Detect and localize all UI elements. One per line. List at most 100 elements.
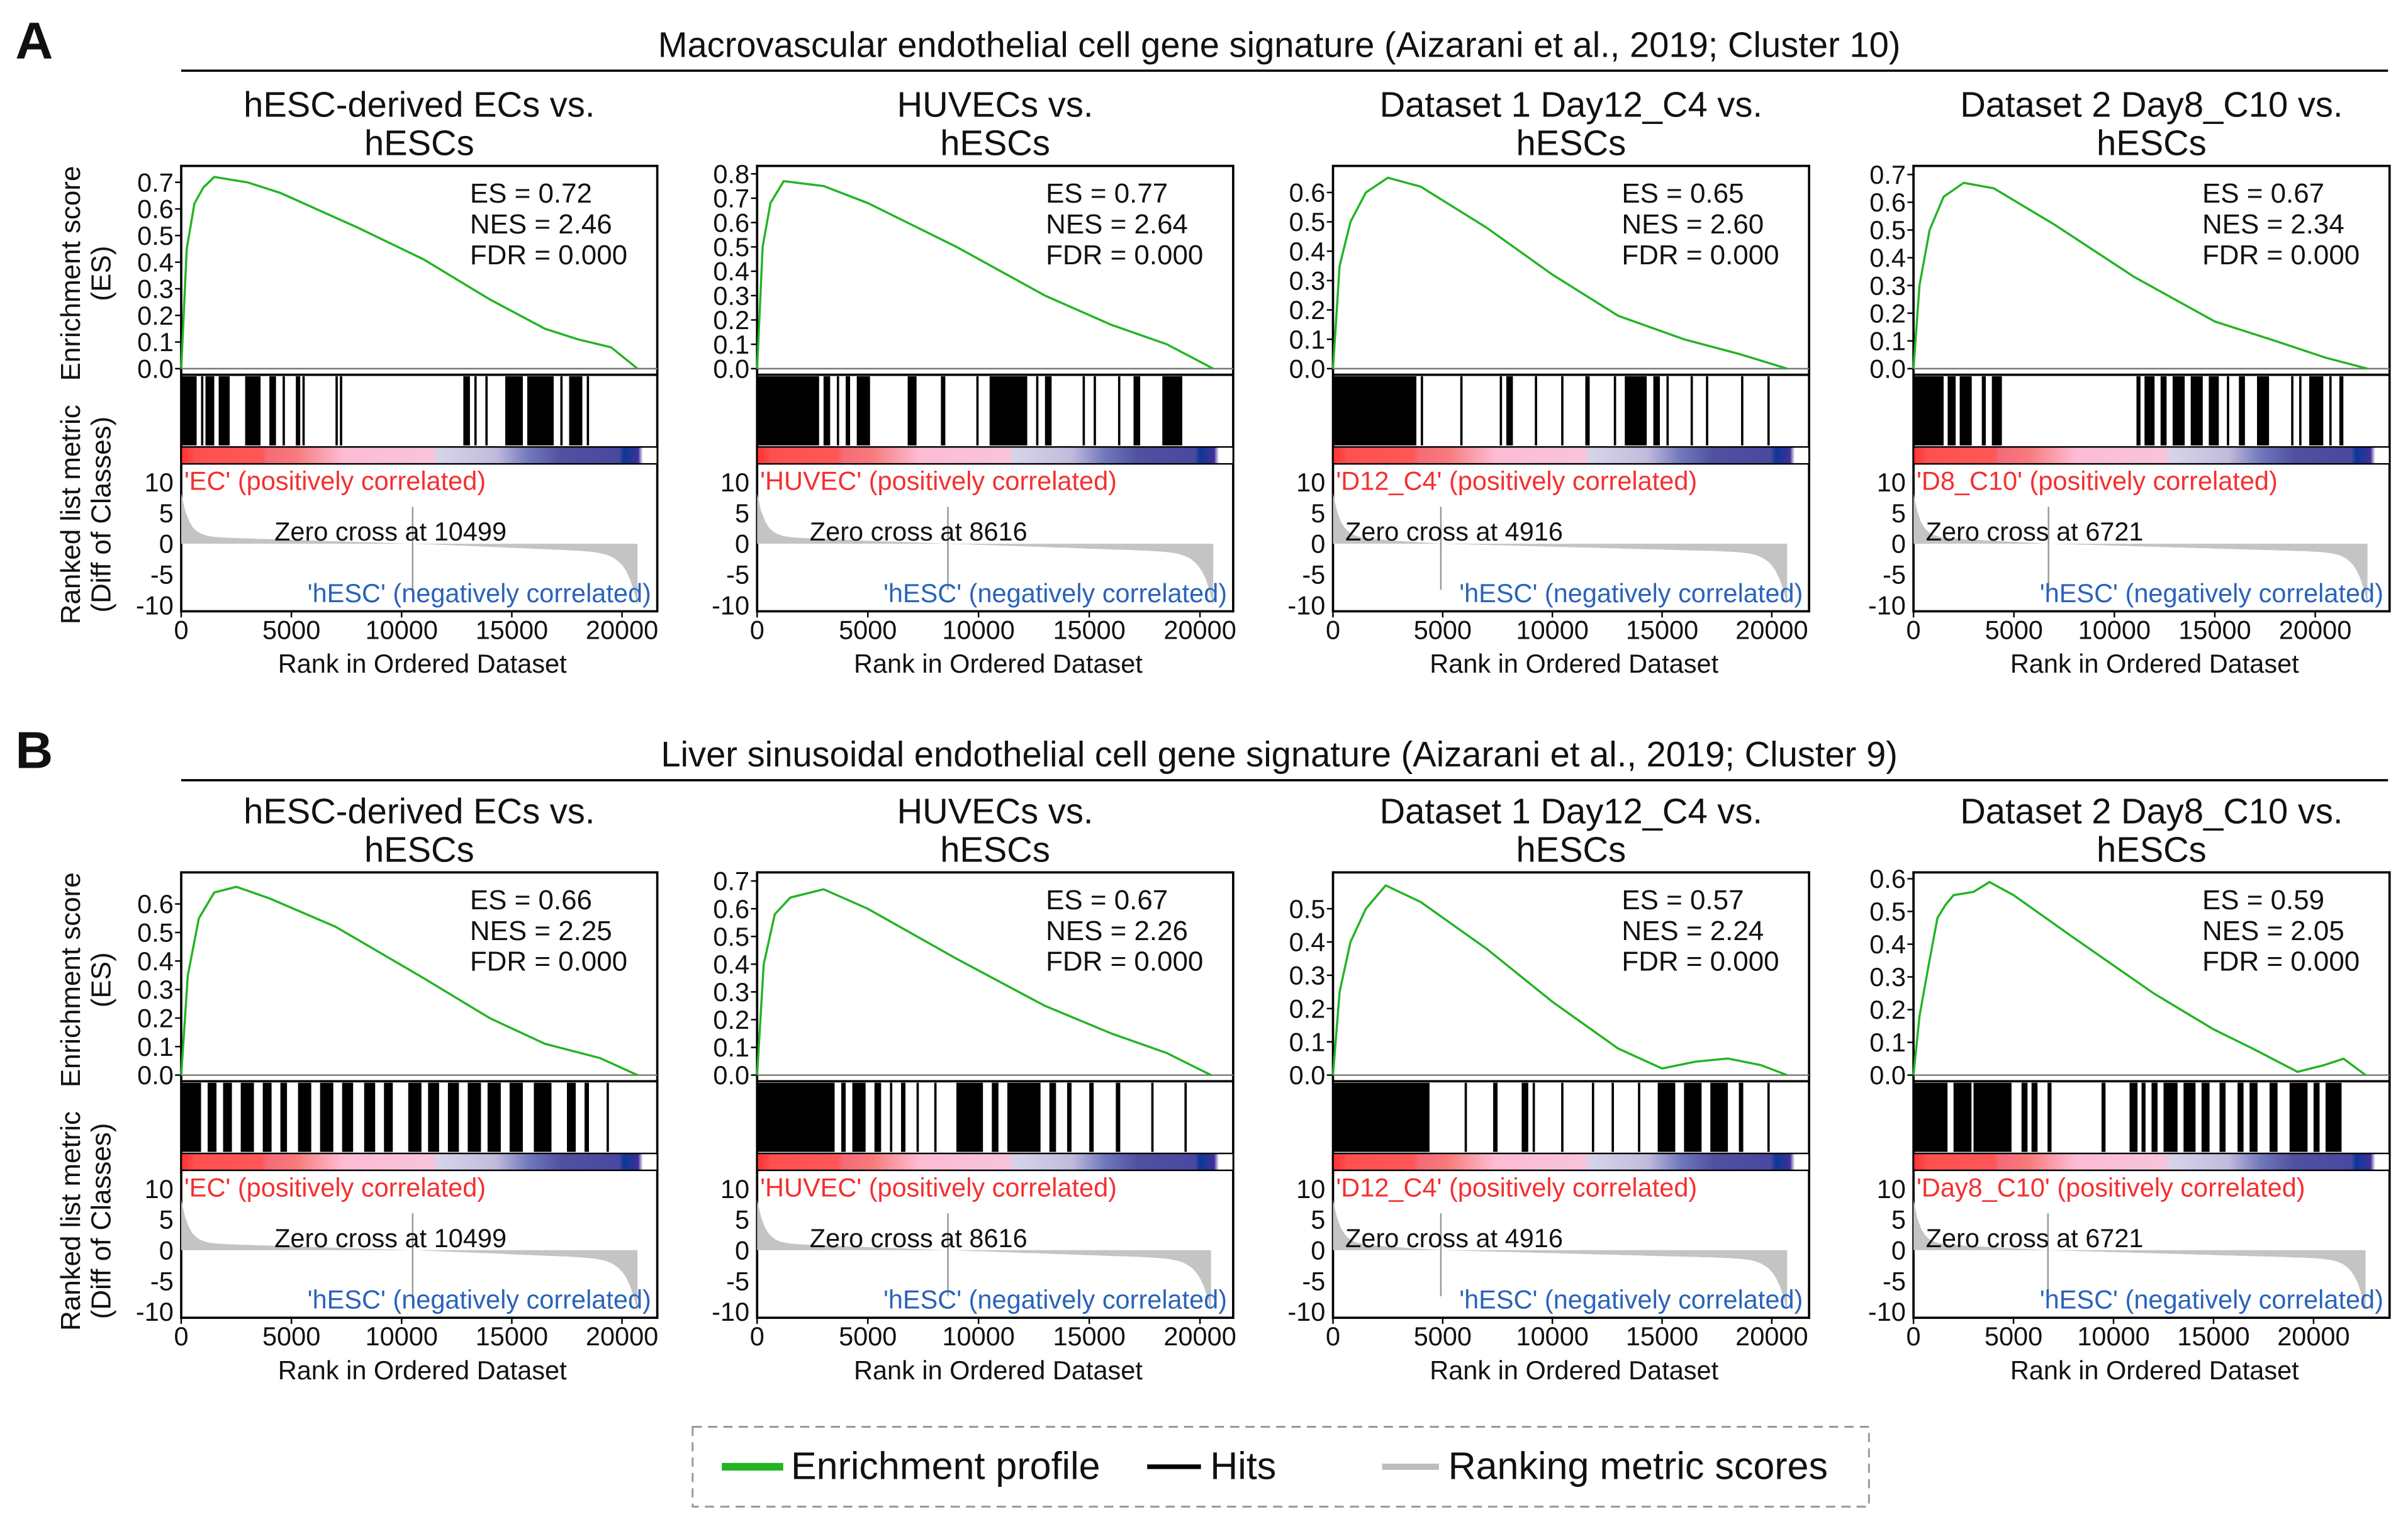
rank-tick-label: 10: [1877, 468, 1906, 497]
zero-cross-space: [2078, 517, 2086, 546]
hit-bar: [1690, 376, 1693, 446]
zero-cross-space: [1498, 517, 1505, 546]
x-tick-label: 15000: [2177, 1321, 2249, 1351]
zero-cross-space: [427, 517, 434, 546]
hit-bar: [428, 1082, 439, 1152]
zero-cross-prefix: Zero cross at: [1345, 517, 1498, 546]
x-tick-label: 5000: [1985, 1321, 2042, 1351]
hit-bar: [916, 1082, 919, 1152]
enrichment-profile-line: [1912, 880, 2366, 1076]
hit-bar: [2289, 1082, 2308, 1152]
hit-bar: [2136, 376, 2141, 446]
hit-bar: [585, 1082, 590, 1152]
legend-enrichment-label: Enrichment profile: [791, 1444, 1100, 1487]
y-tick-label: 0.5: [1869, 215, 1906, 245]
hit-bar: [468, 1082, 481, 1152]
x-tick-label: 15000: [2178, 615, 2251, 644]
x-axis-label: Rank in Ordered Dataset: [854, 1355, 1143, 1385]
hit-bar: [2031, 1082, 2038, 1152]
y-tick-label: 0.6: [137, 194, 174, 224]
fdr-value: FDR = 0.000: [1046, 946, 1203, 977]
hit-bar: [1333, 1082, 1430, 1152]
hit-bar: [1913, 376, 1944, 446]
zero-cross-label: Zero cross at 8616: [810, 517, 1028, 546]
rank-tick-label: 10: [720, 468, 749, 497]
y-tick-label: 0.2: [137, 1004, 174, 1033]
y-tick-label: 0.5: [1869, 897, 1906, 926]
hit-bar: [1959, 376, 1972, 446]
rank-tick-label: 5: [1311, 498, 1325, 528]
hit-bar: [509, 1082, 523, 1152]
zero-cross-label: Zero cross at 4916: [1345, 517, 1563, 546]
x-tick-label: 5000: [839, 615, 897, 644]
y-tick-label: 0.0: [1869, 354, 1906, 383]
rank-tick-label: -5: [150, 560, 174, 590]
x-tick-label: 0: [174, 615, 188, 644]
hit-bar: [941, 376, 946, 446]
rank-tick-label: -5: [1883, 1266, 1906, 1296]
nes-value: NES = 2.46: [470, 209, 612, 240]
x-tick-label: 20000: [2277, 1321, 2349, 1351]
hit-bar: [269, 376, 276, 446]
rank-tick-label: 10: [145, 1174, 174, 1204]
hit-bar: [1739, 1082, 1744, 1152]
negative-class-label: 'hESC' (negatively correlated): [308, 578, 651, 608]
hit-bar: [1162, 376, 1182, 446]
ranking-metric-area: [1333, 1199, 1788, 1312]
zero-cross-prefix: Zero cross at: [1926, 1223, 2079, 1253]
hit-bar: [1133, 376, 1141, 446]
rank-tick-label: -10: [1868, 1297, 1906, 1326]
hit-bar: [823, 376, 831, 446]
ranking-colorbar: [1332, 446, 1810, 465]
zero-cross-value: 4916: [1505, 517, 1563, 546]
x-tick-label: 5000: [262, 615, 320, 644]
rank-tick-label: 5: [159, 1205, 174, 1235]
rank-tick-label: 0: [735, 1235, 749, 1265]
y-tick-label: 0.2: [1869, 298, 1906, 328]
hit-bar: [2219, 1082, 2226, 1152]
zero-cross-prefix: Zero cross at: [274, 517, 427, 546]
hit-bar: [2325, 1082, 2342, 1152]
gsea-panel: HUVECs vs.hESCs0.00.10.20.30.40.50.60.70…: [712, 85, 1236, 679]
hit-bar: [1613, 376, 1616, 446]
x-axis-label: Rank in Ordered Dataset: [278, 1355, 567, 1385]
fdr-value: FDR = 0.000: [2202, 240, 2360, 271]
y-tick-label: 0.2: [1289, 295, 1326, 325]
rank-tick-label: -10: [136, 1297, 174, 1326]
hit-bar: [2299, 376, 2302, 446]
section-letter: B: [15, 720, 53, 779]
hit-bar: [901, 1082, 906, 1152]
panel-title-line: Dataset 2 Day8_C10 vs.: [1960, 85, 2343, 125]
y-tick-label: 0.1: [137, 1032, 174, 1062]
ranking-colorbar: [180, 446, 658, 465]
x-tick-label: 20000: [1735, 1321, 1808, 1351]
ranking-metric-area: [1913, 1199, 2366, 1312]
rank-tick-label: 0: [159, 529, 174, 559]
zero-cross-prefix: Zero cross at: [810, 517, 963, 546]
hit-bar: [2309, 376, 2324, 446]
hit-bar: [1653, 376, 1660, 446]
hit-bar: [463, 376, 470, 446]
x-tick-label: 15000: [1626, 615, 1698, 644]
hit-bar: [1706, 376, 1708, 446]
hit-bar: [181, 1082, 201, 1152]
hit-bar: [1089, 1082, 1094, 1152]
y-tick-label: 0.4: [1869, 243, 1906, 272]
y-tick-label: 0.7: [1869, 160, 1906, 189]
y-tick-label: 0.6: [137, 889, 174, 919]
negative-class-label: 'hESC' (negatively correlated): [2040, 1285, 2383, 1314]
legend-hits-label: Hits: [1210, 1444, 1276, 1487]
fdr-value: FDR = 0.000: [470, 946, 627, 977]
es-value: ES = 0.72: [470, 178, 592, 209]
section-title: Macrovascular endothelial cell gene sign…: [658, 25, 1901, 64]
hit-bar: [2172, 376, 2185, 446]
y-tick-label: 0.6: [713, 894, 749, 924]
x-axis-label: Rank in Ordered Dataset: [2010, 1355, 2299, 1385]
panel-title-line: Dataset 2 Day8_C10 vs.: [1960, 791, 2343, 831]
y-tick-label: 0.4: [1289, 237, 1326, 266]
hit-bar: [1044, 376, 1052, 446]
hit-bar: [2163, 1082, 2178, 1152]
x-axis-label: Rank in Ordered Dataset: [854, 649, 1143, 678]
y-tick-label: 0.3: [1289, 266, 1326, 296]
